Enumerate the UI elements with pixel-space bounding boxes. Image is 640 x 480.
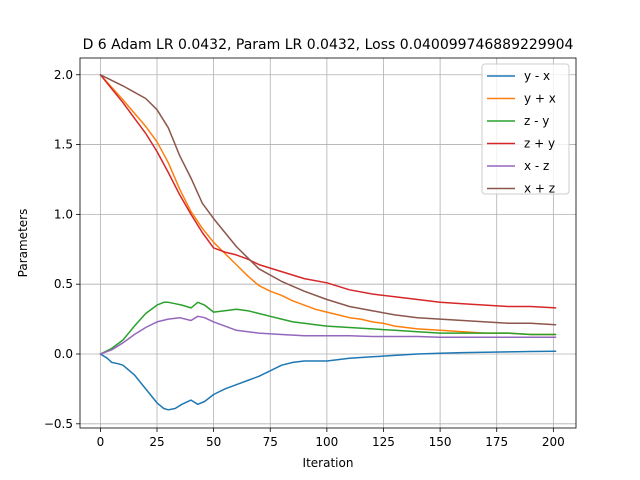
legend-label-x-z: x + z: [524, 182, 555, 196]
legend-label-y-x: y - x: [524, 69, 550, 83]
series-line-x-z: [99, 74, 557, 326]
x-tick-label: 100: [315, 435, 338, 449]
legend-label-z-y: z + y: [524, 137, 555, 151]
x-tick-label: 25: [149, 435, 164, 449]
legend: y - x y + x z - y z + y x - z x + z: [481, 63, 570, 196]
x-tick-label: 200: [542, 435, 565, 449]
y-tick-label: 0.5: [54, 277, 73, 291]
series-line-y-x: [99, 74, 557, 336]
legend-label-y-x: y + x: [524, 92, 556, 106]
legend-label-z-y: z - y: [524, 114, 549, 128]
x-axis-label: Iteration: [303, 456, 354, 470]
y-axis-label: Parameters: [16, 209, 30, 278]
series-line-y-x: [99, 350, 557, 411]
x-tick-label: 0: [97, 435, 105, 449]
x-tick-label: 175: [485, 435, 508, 449]
y-tick-label: −0.5: [44, 417, 73, 431]
x-tick-label: 150: [429, 435, 452, 449]
series-line-x-z: [99, 315, 557, 355]
series-line-z-y: [99, 74, 557, 309]
legend-box: [481, 63, 570, 195]
y-tick-label: 1.5: [54, 138, 73, 152]
x-tick-label: 125: [372, 435, 395, 449]
series-lines: [99, 74, 557, 411]
series-line-z-y: [99, 301, 557, 355]
x-tick-label: 75: [263, 435, 278, 449]
plot-frame: [79, 57, 577, 429]
y-tick-label: 0.0: [54, 347, 73, 361]
chart-title: D 6 Adam LR 0.0432, Param LR 0.0432, Los…: [83, 37, 574, 53]
y-tick-label: 2.0: [54, 68, 73, 82]
legend-label-x-z: x - z: [524, 159, 549, 173]
y-tick-label: 1.0: [54, 207, 73, 221]
x-axis-ticks: 0 25 50 75 100 125 150 175 200: [97, 428, 565, 449]
x-tick-label: 50: [206, 435, 221, 449]
y-axis-ticks: −0.5 0.0 0.5 1.0 1.5 2.0: [44, 68, 80, 431]
